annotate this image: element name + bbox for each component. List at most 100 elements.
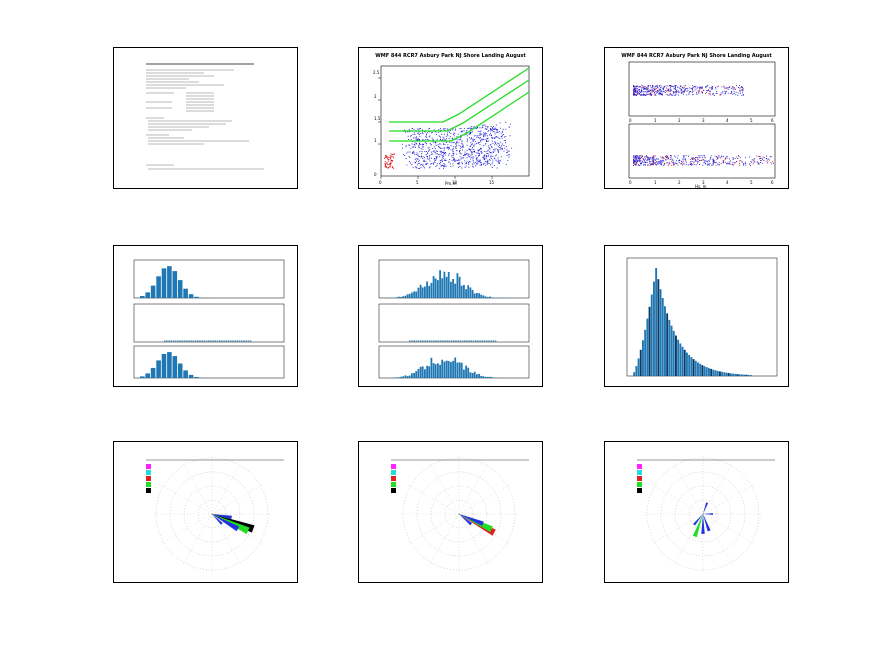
scatter-point [675,162,677,164]
histogram-bar [472,340,475,342]
scatter-point [440,154,442,156]
scatter-point [647,85,649,87]
scatter-point [668,89,670,91]
scatter-point [487,161,488,163]
scatter-point [415,154,417,155]
histogram-bar [486,376,489,378]
histogram-bar [452,279,454,298]
scatter-point [639,165,641,166]
scatter-point [646,160,648,162]
scatter-point [633,162,634,164]
rose-spoke [458,463,489,515]
scatter-point [476,143,477,145]
scatter-point [490,130,492,132]
histogram-bar [411,340,413,342]
scatter-point [417,139,419,141]
scatter-point [654,163,656,165]
scatter-point [640,94,642,96]
scatter-point [492,159,494,161]
scatter-point [753,158,755,160]
scatter-point [736,85,737,87]
scatter-point [480,151,482,153]
svg-text:2: 2 [678,118,681,123]
scatter-point [489,159,491,161]
scatter-point [479,160,481,162]
scatter-point [671,85,672,87]
scatter-point [670,85,672,87]
scatter-point [673,164,675,166]
scatter-point [763,160,765,161]
scatter-point [729,163,731,165]
scatter-point [411,143,413,145]
scatter-point [651,160,653,162]
scatter-point [708,164,710,166]
scatter2-xlabel: Hs, m [695,184,707,189]
scatter-point [448,154,449,156]
scatter-point [636,164,638,166]
rose-spoke [408,484,460,515]
histogram-bar [448,340,451,342]
scatter-point [652,163,654,164]
scatter-point [475,158,477,160]
scatter-point [491,138,493,140]
scatter-point [419,128,420,130]
scatter-point [453,135,455,137]
histogram-bar [192,340,195,342]
scatter-point [461,140,463,142]
scatter-point [739,91,741,92]
scatter-point [428,128,430,130]
histogram-bar [432,363,435,378]
scatter-point [737,92,739,94]
scatter-point [438,131,440,133]
scatter-point [692,94,694,95]
scatter-point [471,151,472,153]
scatter-point [670,155,672,157]
histogram-bar [398,377,400,378]
scatter-point [433,139,434,141]
scatter-point [754,160,756,162]
scatter-point [410,139,412,140]
scatter-point [697,157,699,159]
scatter-point [659,161,660,163]
histogram-bar [741,374,743,376]
histogram-bar [646,318,649,376]
histogram-bar [694,360,697,376]
scatter-point [431,157,432,159]
scatter-point [491,152,493,154]
scatter-point [716,158,718,160]
scatter-point [427,147,429,149]
histogram-bar [714,370,717,376]
scatter-point [727,89,729,90]
scatter-point [689,91,690,93]
scatter-point [680,85,682,87]
scatter-point [418,128,420,130]
scatter-point [470,145,472,147]
scatter-point [468,160,470,162]
scatter-point [704,155,706,156]
histogram-bar [161,353,167,378]
scatter-point [633,163,635,165]
scatter-point [418,134,420,136]
scatter-point [681,92,682,93]
scatter-point [640,157,642,159]
scatter-point [485,134,487,136]
scatter-point [385,162,387,164]
scatter-point [442,156,444,158]
scatter-point [392,156,394,158]
rose-spoke [429,513,460,565]
scatter-point [436,156,438,158]
scatter-point [435,144,437,146]
scatter-point [692,158,694,160]
scatter-point [665,89,667,91]
scatter-point [714,162,715,163]
scatter-point [702,164,704,166]
scatter-point [649,157,651,159]
scatter-point [645,87,647,89]
scatter-point [405,158,407,160]
scatter-point [644,164,646,166]
scatter-point [426,163,427,165]
scatter-point [494,165,495,166]
scatter-point [738,156,740,158]
scatter-point [479,161,481,162]
scatter-point [696,91,697,93]
